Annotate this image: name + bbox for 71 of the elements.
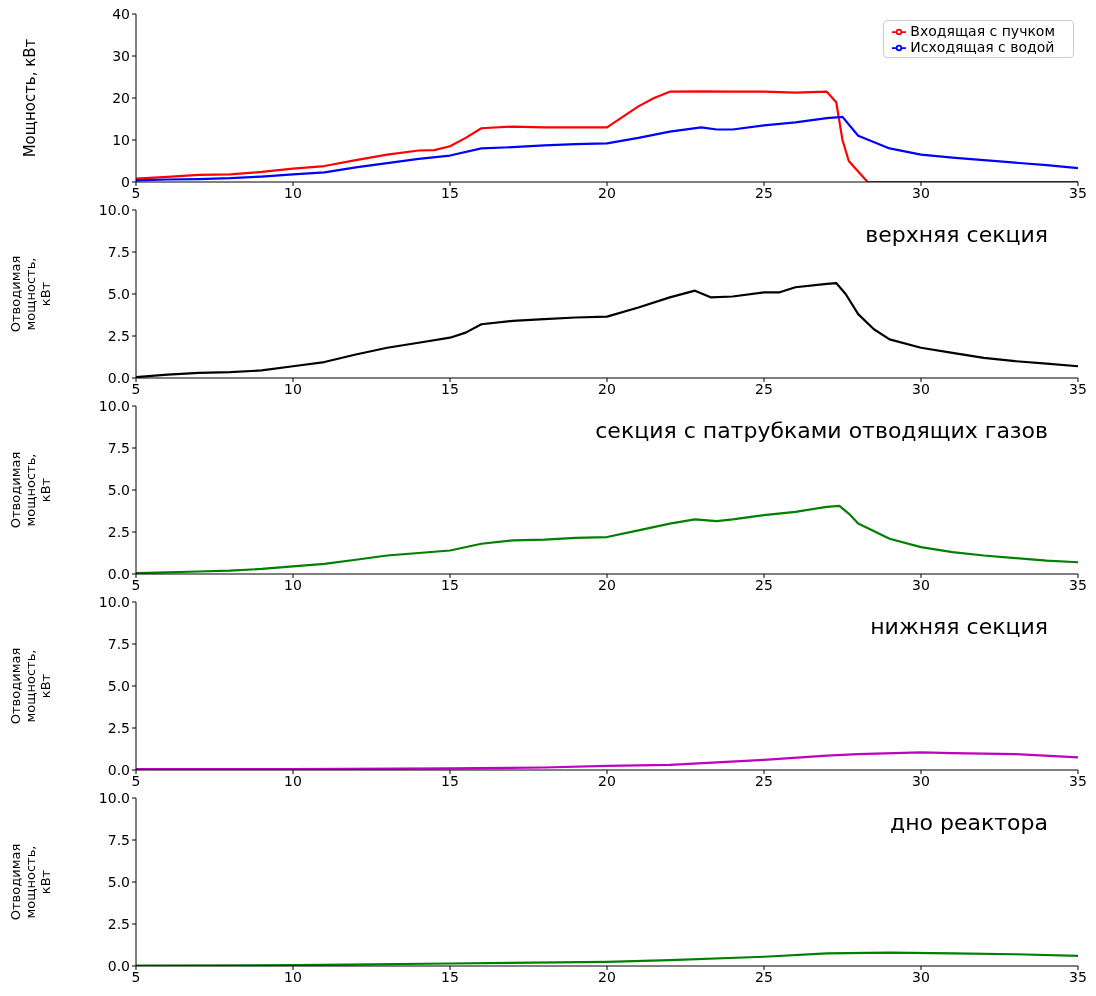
- x-tick-label: 35: [1069, 968, 1087, 985]
- x-tick-label: 5: [131, 576, 141, 593]
- y-tick-label: 5.0: [107, 677, 130, 694]
- y-tick-label: 0.0: [107, 957, 130, 974]
- x-tick-label: 35: [1069, 576, 1087, 593]
- y-tick-label: 2.5: [107, 719, 130, 736]
- x-tick-label: 35: [1069, 184, 1087, 201]
- x-tick-label: 25: [755, 184, 773, 201]
- x-tick-label: 10: [284, 380, 302, 397]
- x-tick-label: 5: [131, 184, 141, 201]
- y-tick-label: 7.5: [107, 635, 130, 652]
- x-tick-label: 5: [131, 968, 141, 985]
- y-tick-label: 5.0: [107, 285, 130, 302]
- y-tick-label: 2.5: [107, 523, 130, 540]
- y-tick-label: 0.0: [107, 565, 130, 582]
- x-tick-label: 15: [441, 380, 459, 397]
- x-tick-label: 10: [284, 772, 302, 789]
- y-tick-label: 2.5: [107, 327, 130, 344]
- y-tick-label: 0.0: [107, 369, 130, 386]
- y-tick-label: 10: [112, 131, 130, 148]
- x-tick-label: 5: [131, 380, 141, 397]
- x-tick-label: 25: [755, 772, 773, 789]
- x-tick-label: 10: [284, 968, 302, 985]
- x-tick-label: 20: [598, 380, 616, 397]
- x-tick-label: 25: [755, 380, 773, 397]
- y-axis-title: Отводимая мощность, кВт: [7, 255, 53, 333]
- y-tick-label: 5.0: [107, 873, 130, 890]
- x-tick-label: 30: [912, 968, 930, 985]
- x-tick-label: 5: [131, 772, 141, 789]
- y-tick-label: 10.0: [98, 789, 130, 806]
- legend-label: Входящая с пучком: [910, 23, 1055, 39]
- y-tick-label: 7.5: [107, 243, 130, 260]
- x-tick-label: 15: [441, 772, 459, 789]
- x-tick-label: 20: [598, 968, 616, 985]
- x-tick-label: 25: [755, 968, 773, 985]
- x-tick-label: 20: [598, 184, 616, 201]
- y-tick-label: 5.0: [107, 481, 130, 498]
- x-tick-label: 15: [441, 576, 459, 593]
- y-tick-label: 7.5: [107, 831, 130, 848]
- x-tick-label: 20: [598, 576, 616, 593]
- y-tick-label: 2.5: [107, 915, 130, 932]
- annotation: секция с патрубками отводящих газов: [595, 418, 1048, 443]
- y-axis-title: Мощность, кВт: [21, 38, 40, 158]
- annotation: верхняя секция: [865, 222, 1048, 247]
- y-tick-label: 10.0: [98, 593, 130, 610]
- y-tick-label: 10.0: [98, 397, 130, 414]
- y-axis-title: Отводимая мощность, кВт: [7, 843, 53, 921]
- x-tick-label: 30: [912, 184, 930, 201]
- x-tick-label: 15: [441, 968, 459, 985]
- x-tick-label: 35: [1069, 772, 1087, 789]
- y-tick-label: 30: [112, 47, 130, 64]
- x-tick-label: 10: [284, 576, 302, 593]
- y-tick-label: 20: [112, 89, 130, 106]
- y-tick-label: 0.0: [107, 761, 130, 778]
- y-axis-title: Отводимая мощность, кВт: [7, 647, 53, 725]
- x-tick-label: 30: [912, 772, 930, 789]
- y-tick-label: 40: [112, 5, 130, 22]
- y-axis-title: Отводимая мощность, кВт: [7, 451, 53, 529]
- x-tick-label: 20: [598, 772, 616, 789]
- x-tick-label: 30: [912, 380, 930, 397]
- x-tick-label: 25: [755, 576, 773, 593]
- annotation: нижняя секция: [870, 614, 1048, 639]
- x-tick-label: 10: [284, 184, 302, 201]
- x-tick-label: 30: [912, 576, 930, 593]
- annotation: дно реактора: [889, 810, 1048, 835]
- x-tick-label: 35: [1069, 380, 1087, 397]
- legend-label: Исходящая с водой: [910, 39, 1055, 55]
- y-tick-label: 0: [121, 173, 130, 190]
- x-tick-label: 15: [441, 184, 459, 201]
- y-tick-label: 10.0: [98, 201, 130, 218]
- y-tick-label: 7.5: [107, 439, 130, 456]
